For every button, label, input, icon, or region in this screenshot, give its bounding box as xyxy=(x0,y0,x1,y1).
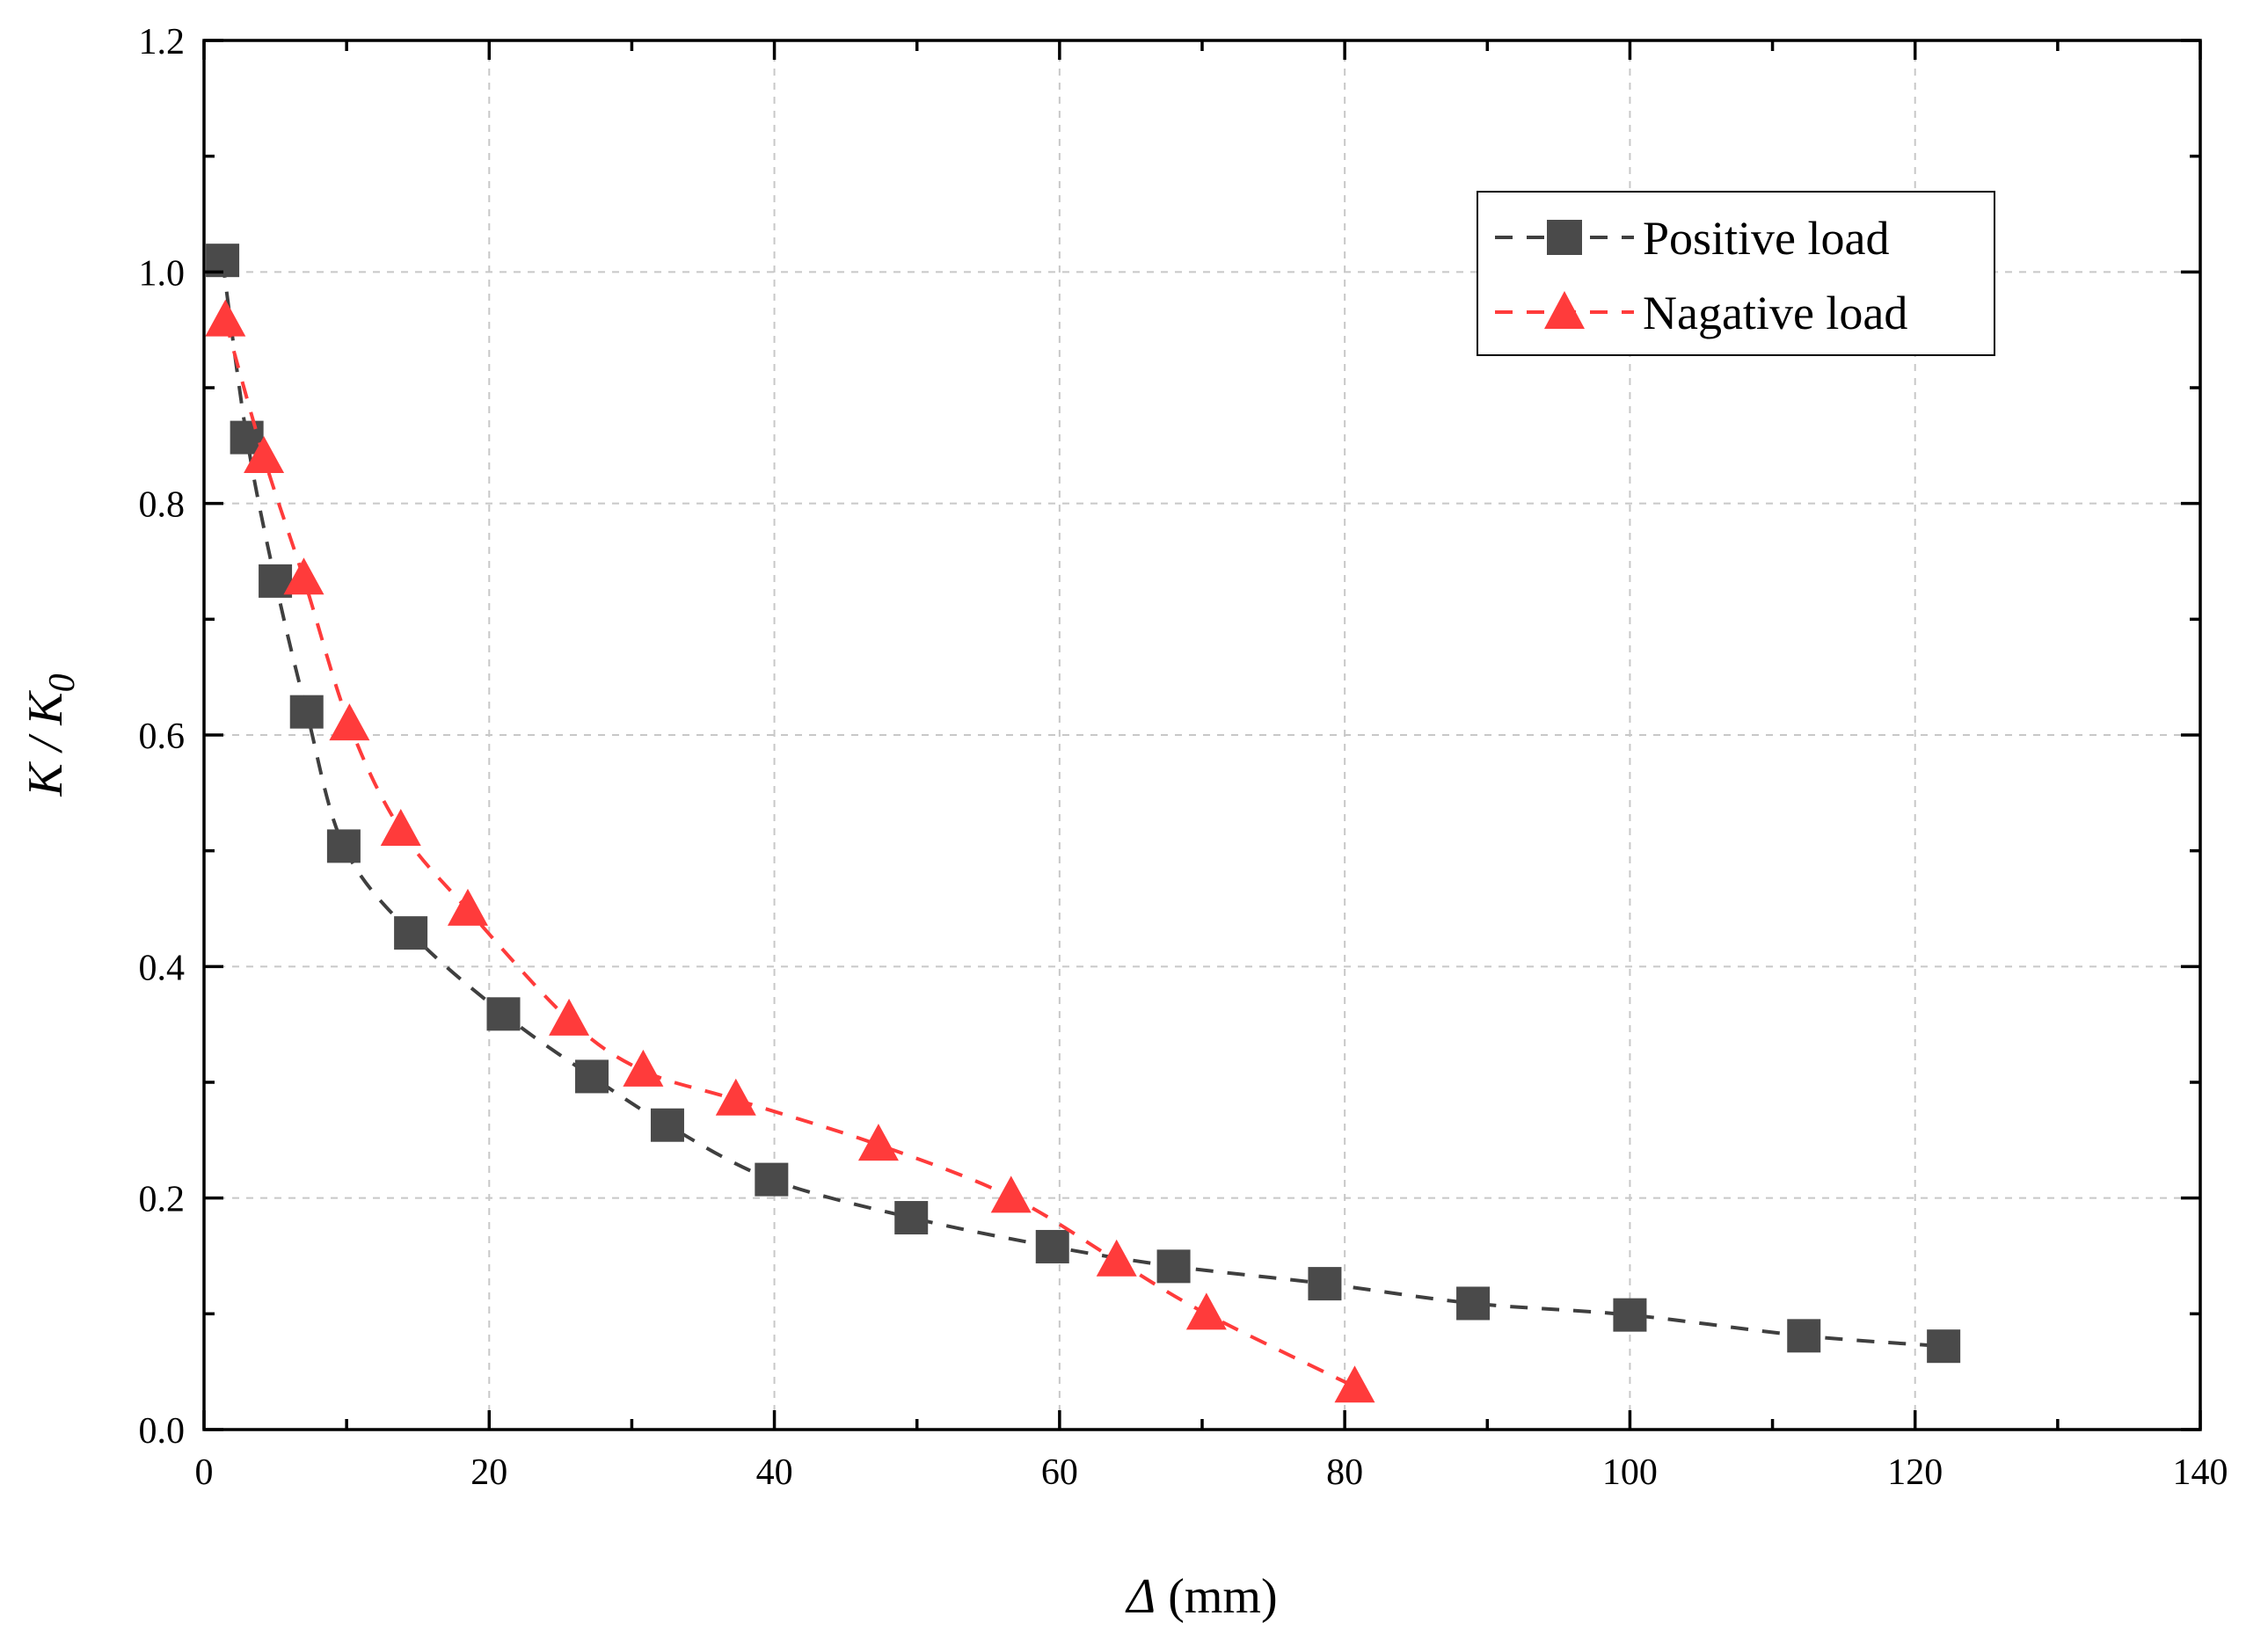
negative-load-point xyxy=(990,1175,1032,1213)
positive-load-point xyxy=(575,1059,609,1094)
positive-load-point xyxy=(1927,1329,1961,1364)
y-tick-label: 0.4 xyxy=(139,948,186,988)
x-tick-label: 120 xyxy=(1887,1452,1943,1493)
positive-load-point xyxy=(894,1201,929,1235)
negative-load-point xyxy=(380,808,421,846)
negative-load-point xyxy=(205,299,246,337)
x-axis-title: Δ (mm) xyxy=(1125,1569,1277,1624)
positive-load-point xyxy=(394,916,428,950)
series-layer xyxy=(205,244,1961,1403)
negative-load-point xyxy=(244,436,285,473)
positive-load-point xyxy=(289,695,324,729)
y-tick-label: 0.0 xyxy=(139,1411,186,1452)
y-tick-label: 0.2 xyxy=(139,1180,186,1220)
x-tick-label: 40 xyxy=(756,1452,793,1493)
positive-load-point xyxy=(755,1162,789,1197)
positive-load-point xyxy=(1787,1319,1821,1353)
negative-load-point xyxy=(623,1049,664,1087)
positive-load-point xyxy=(1308,1267,1342,1301)
negative-load-point xyxy=(283,557,325,595)
x-tick-label: 140 xyxy=(2173,1452,2228,1493)
positive-load-point xyxy=(486,997,521,1031)
series-line-1 xyxy=(223,320,1356,1389)
positive-load-point xyxy=(650,1108,684,1142)
positive-load-point xyxy=(1156,1249,1191,1284)
x-tick-label: 0 xyxy=(195,1452,214,1493)
x-tick-label: 60 xyxy=(1041,1452,1078,1493)
negative-load-point xyxy=(447,888,488,926)
legend-negative-marker xyxy=(1544,291,1585,329)
x-tick-label: 20 xyxy=(470,1452,507,1493)
y-axis-title: K / K0 xyxy=(18,673,83,797)
positive-load-point xyxy=(1035,1229,1069,1263)
negative-load-point xyxy=(715,1078,756,1116)
positive-load-point xyxy=(1456,1286,1491,1321)
negative-load-point xyxy=(549,998,590,1036)
x-tick-label: 80 xyxy=(1326,1452,1363,1493)
positive-load-point xyxy=(326,829,361,863)
y-tick-label: 0.8 xyxy=(139,485,186,526)
negative-load-point xyxy=(329,703,370,741)
legend: Positive load Nagative load xyxy=(1477,191,1995,356)
y-tick-label: 1.2 xyxy=(139,22,186,62)
y-tick-label: 1.0 xyxy=(139,253,186,294)
legend-negative-label: Nagative load xyxy=(1643,287,1907,339)
negative-load-point xyxy=(857,1124,899,1161)
x-tick-label: 100 xyxy=(1602,1452,1658,1493)
negative-load-point xyxy=(1334,1365,1375,1403)
legend-positive-label: Positive load xyxy=(1643,212,1890,265)
negative-load-point xyxy=(1185,1292,1227,1330)
y-tick-label: 0.6 xyxy=(139,717,186,757)
series-line-0 xyxy=(221,259,1944,1349)
legend-positive-marker xyxy=(1547,220,1582,255)
negative-load-point xyxy=(1096,1239,1137,1277)
positive-load-point xyxy=(1613,1298,1647,1332)
tick-layer: 0 20 40 60 80 100 120 140 0.0 0.2 0.4 0.6 0.8 1.0 1.2 xyxy=(139,22,2228,1493)
